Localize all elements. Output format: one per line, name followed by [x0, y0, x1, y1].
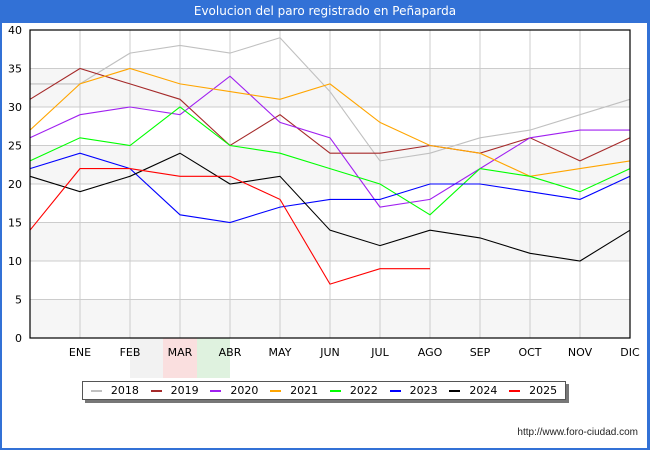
- x-tick-label: FEB: [120, 346, 141, 359]
- y-tick-label: 20: [8, 178, 22, 191]
- legend-swatch: [449, 389, 461, 392]
- x-tick-label: JUN: [319, 346, 340, 359]
- y-tick-label: 15: [8, 217, 22, 230]
- legend-label: 2025: [529, 384, 558, 397]
- legend-item: 2024: [449, 384, 497, 397]
- y-tick-label: 25: [8, 140, 22, 153]
- legend-label: 2019: [170, 384, 199, 397]
- legend-item: 2023: [389, 384, 438, 397]
- x-tick-label: ENE: [69, 346, 91, 359]
- legend-swatch: [509, 389, 521, 392]
- x-tick-label: SEP: [470, 346, 491, 359]
- legend-item: 2018: [90, 384, 139, 397]
- legend-item: 2025: [509, 384, 557, 397]
- legend-swatch: [270, 389, 282, 392]
- x-tick-label: MAR: [168, 346, 193, 359]
- x-tick-label: DIC: [620, 346, 640, 359]
- series-line-2022: [29, 106, 631, 216]
- x-tick-label: MAY: [269, 346, 292, 359]
- series-line-2024: [29, 152, 631, 262]
- x-tick-label: OCT: [518, 346, 541, 359]
- legend-swatch: [389, 389, 401, 392]
- series-line-2020: [29, 75, 630, 208]
- series-line-2018: [30, 37, 631, 162]
- chart-title: Evolucion del paro registrado en Peñapar…: [0, 0, 650, 23]
- y-tick-labels: 0 5 10 15 20 25 30 35 40: [8, 24, 22, 345]
- legend-item: 2019: [150, 384, 199, 397]
- y-tick-label: 35: [8, 63, 22, 76]
- y-tick-label: 5: [15, 294, 22, 307]
- x-tick-label: AGO: [418, 346, 443, 359]
- watermark-flag: [130, 338, 230, 378]
- legend: 2018 2019 2020 2021 2022 2023 2024 2025: [82, 381, 566, 400]
- x-tick-labels: ENE FEB MAR ABR MAY JUN JUL AGO SEP OCT NOV DIC: [69, 346, 640, 359]
- y-tick-label: 40: [8, 24, 22, 37]
- legend-swatch: [329, 389, 341, 392]
- line-chart: 0 5 10 15 20 25 30 35 40 ENE FEB MAR ABR MAY JUN JUL AG…: [8, 24, 640, 359]
- y-tick-label: 0: [15, 332, 22, 345]
- x-tick-label: NOV: [568, 346, 593, 359]
- legend-item: 2020: [210, 384, 258, 397]
- legend-swatch: [210, 389, 222, 392]
- plot-border: [29, 29, 631, 339]
- footer-url[interactable]: http://www.foro-ciudad.com: [517, 427, 638, 438]
- legend-label: 2018: [110, 384, 139, 397]
- x-tick-label: ABR: [219, 346, 242, 359]
- axes: [29, 29, 631, 339]
- legend-label: 2021: [290, 384, 319, 397]
- x-tick-label: JUL: [370, 346, 389, 359]
- legend-label: 2024: [469, 384, 498, 397]
- legend-label: 2023: [409, 384, 438, 397]
- legend-label: 2022: [349, 384, 378, 397]
- series-lines: [29, 37, 631, 285]
- legend-item: 2021: [270, 384, 318, 397]
- legend-item: 2022: [329, 384, 378, 397]
- legend-swatch: [150, 389, 162, 392]
- series-line-2025: [29, 168, 430, 285]
- legend-swatch: [90, 389, 102, 392]
- legend-label: 2020: [230, 384, 259, 397]
- y-tick-label: 10: [8, 255, 22, 268]
- y-tick-label: 30: [8, 101, 22, 114]
